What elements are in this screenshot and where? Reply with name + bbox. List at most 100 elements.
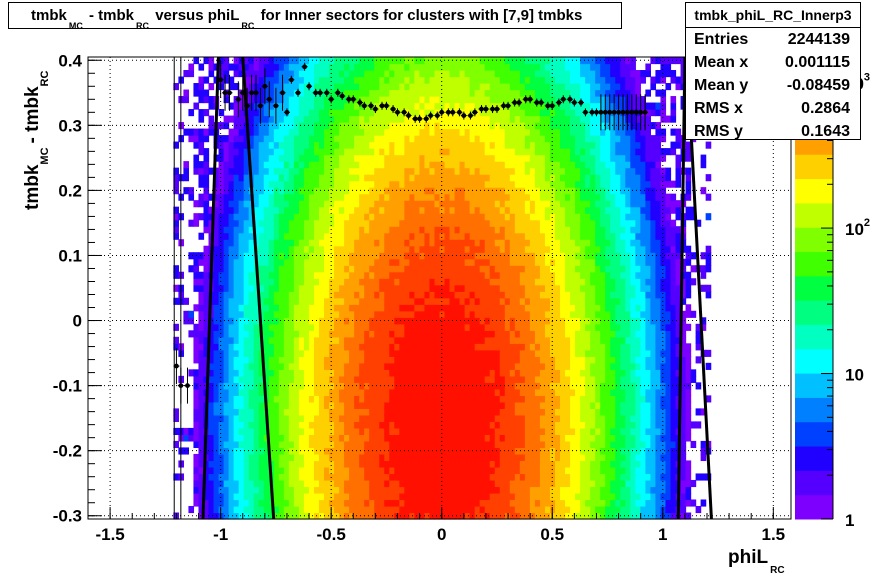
heatmap-cell: [303, 245, 310, 253]
heatmap-cell: [374, 453, 380, 462]
heatmap-cell: [399, 499, 405, 507]
heatmap-cell: [263, 505, 270, 514]
heatmap-cell: [344, 278, 350, 286]
heatmap-cell: [349, 193, 355, 201]
heatmap-cell: [479, 356, 486, 364]
heatmap-cell: [424, 479, 431, 488]
heatmap-cell: [208, 505, 215, 514]
heatmap-cell: [389, 63, 395, 71]
heatmap-cell: [464, 161, 471, 169]
heatmap-cell: [439, 284, 446, 292]
heatmap-cell: [193, 473, 200, 481]
heatmap-cell: [404, 239, 410, 247]
heatmap-cell: [479, 401, 486, 409]
heatmap-cell: [344, 187, 350, 195]
heatmap-cell: [318, 278, 325, 286]
heatmap-cell: [263, 310, 270, 318]
heatmap-cell: [374, 57, 380, 65]
heatmap-cell: [539, 135, 546, 143]
heatmap-cell: [248, 473, 255, 481]
heatmap-cell: [424, 200, 431, 208]
heatmap-cell: [509, 460, 516, 468]
heatmap-cell: [339, 115, 345, 123]
heatmap-cell: [454, 356, 461, 364]
heatmap-cell: [419, 89, 426, 97]
heatmap-cell: [273, 115, 280, 123]
heatmap-cell: [223, 258, 230, 266]
heatmap-cell: [193, 434, 200, 442]
heatmap-cell: [474, 76, 481, 84]
heatmap-cell: [308, 174, 315, 182]
heatmap-cell: [384, 206, 390, 214]
heatmap-cell: [359, 336, 365, 344]
heatmap-cell: [504, 96, 511, 104]
heatmap-cell: [278, 122, 285, 130]
heatmap-cell: [524, 154, 531, 162]
heatmap-cell: [243, 232, 250, 240]
heatmap-cell: [243, 83, 250, 91]
heatmap-cell: [203, 323, 210, 331]
heatmap-cell: [454, 382, 461, 390]
heatmap-cell: [213, 401, 220, 409]
heatmap-cell: [524, 512, 531, 520]
heatmap-cell: [514, 375, 521, 383]
heatmap-cell: [419, 187, 426, 195]
heatmap-cell: [429, 89, 436, 97]
heatmap-cell: [434, 83, 441, 91]
heatmap-cell: [374, 193, 380, 201]
heatmap-cell: [444, 434, 451, 442]
heatmap-cell: [394, 486, 400, 494]
heatmap-cell: [258, 148, 265, 156]
heatmap-cell: [519, 232, 526, 240]
heatmap-cell: [509, 180, 516, 188]
heatmap-cell: [524, 226, 531, 234]
heatmap-cell: [308, 414, 315, 422]
heatmap-cell: [419, 76, 426, 84]
heatmap-cell: [293, 421, 300, 429]
heatmap-cell: [439, 252, 446, 260]
heatmap-cell: [479, 323, 486, 331]
heatmap-cell: [464, 453, 471, 462]
heatmap-cell: [394, 154, 400, 162]
heatmap-cell: [444, 479, 451, 488]
heatmap-cell: [334, 226, 340, 234]
heatmap-cell: [198, 336, 205, 344]
heatmap-cell: [434, 271, 441, 279]
heatmap-cell: [263, 115, 270, 123]
heatmap-cell: [429, 291, 436, 299]
heatmap-cell: [313, 226, 320, 234]
heatmap-cell: [454, 434, 461, 442]
heatmap-cell: [464, 408, 471, 416]
heatmap-cell: [258, 219, 265, 227]
heatmap-cell: [218, 226, 225, 234]
heatmap-cell: [459, 434, 466, 442]
heatmap-cell: [253, 499, 260, 507]
heatmap-cell: [399, 265, 405, 273]
heatmap-cell: [414, 252, 421, 260]
heatmap-cell: [489, 453, 496, 462]
heatmap-cell: [183, 434, 190, 442]
heatmap-cell: [529, 369, 536, 377]
heatmap-cell: [359, 154, 365, 162]
heatmap-cell: [324, 154, 330, 162]
heatmap-cell: [524, 76, 531, 84]
heatmap-cell: [394, 492, 400, 501]
heatmap-cell: [539, 291, 546, 299]
heatmap-cell: [384, 252, 390, 260]
heatmap-cell: [504, 388, 511, 396]
heatmap-cell: [499, 356, 506, 364]
heatmap-cell: [379, 466, 385, 475]
heatmap-cell: [313, 180, 320, 188]
heatmap-cell: [394, 122, 400, 130]
heatmap-cell: [243, 76, 250, 84]
heatmap-cell: [544, 505, 551, 514]
heatmap-cell: [293, 76, 300, 84]
heatmap-cell: [434, 479, 441, 488]
heatmap-cell: [504, 83, 511, 91]
heatmap-cell: [268, 323, 275, 331]
heatmap-cell: [324, 460, 330, 468]
heatmap-cell: [344, 492, 350, 501]
heatmap-cell: [499, 115, 506, 123]
heatmap-cell: [288, 128, 295, 136]
heatmap-cell: [489, 239, 496, 247]
